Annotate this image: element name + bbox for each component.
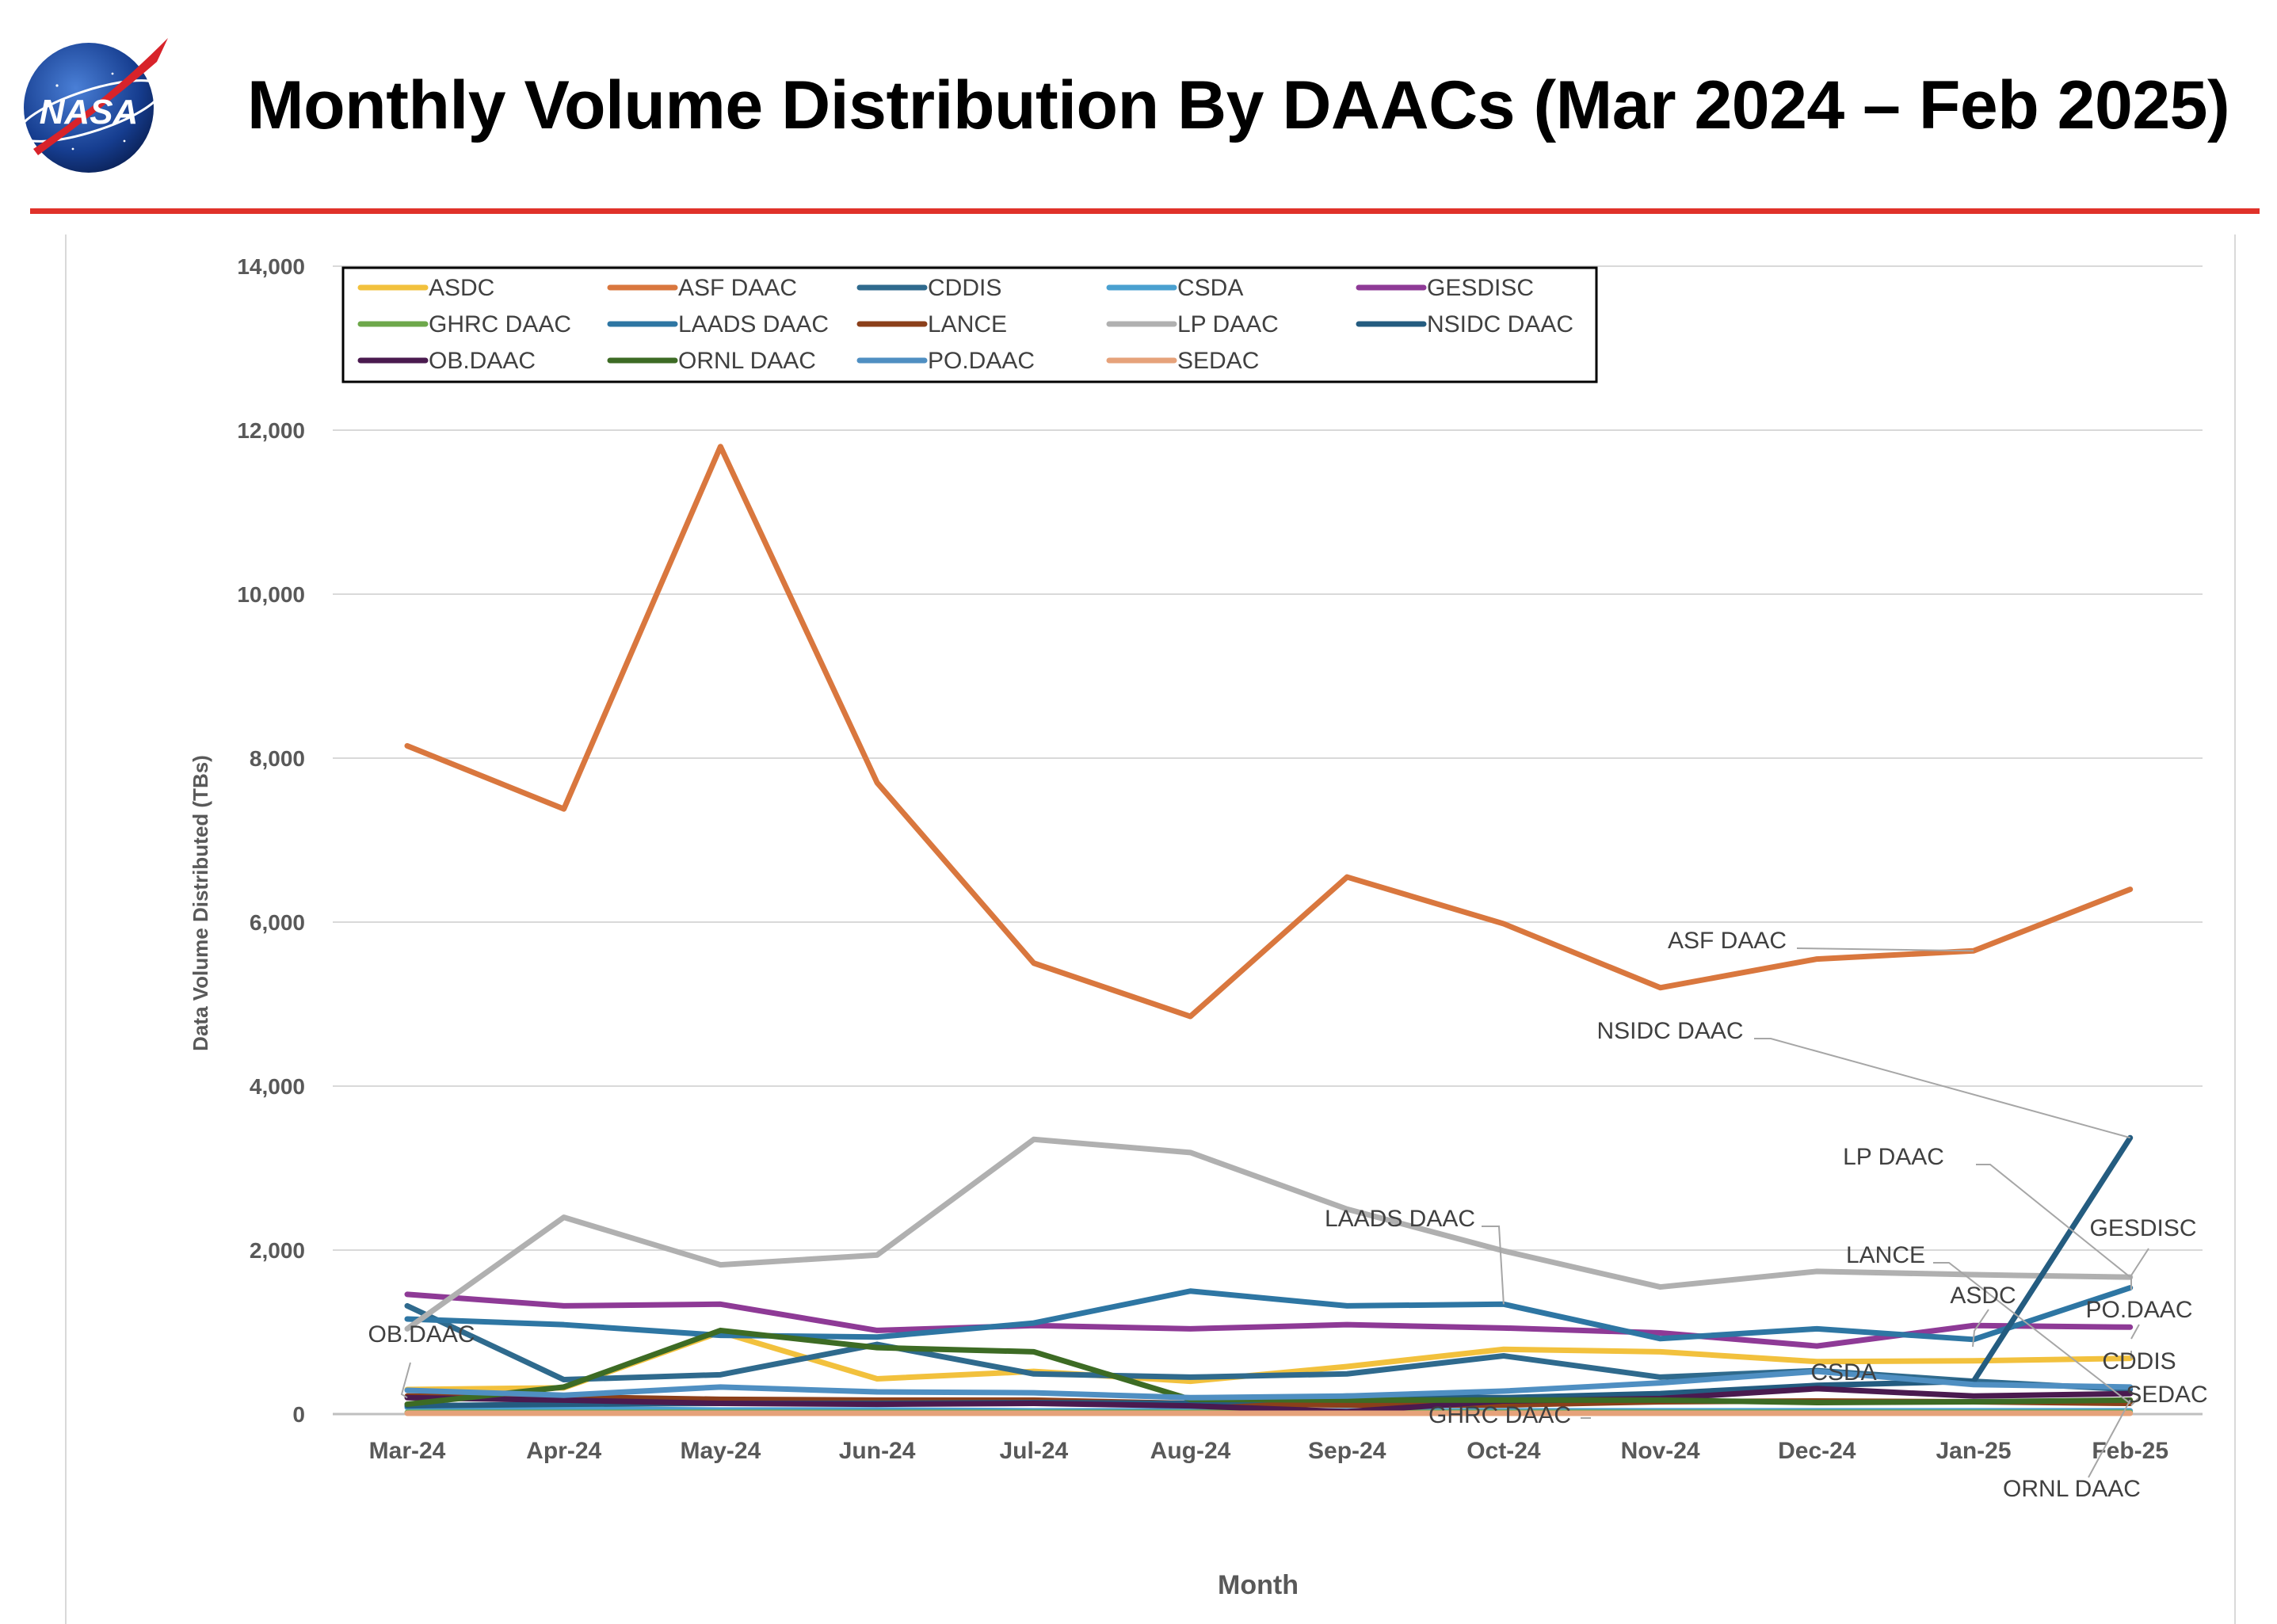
series-line-asf-daac (404, 444, 2134, 1020)
series-line-laads-daac (404, 1285, 2134, 1343)
series-line-lp-daac (404, 1136, 2134, 1332)
series-line-ornl-daac (404, 1327, 2134, 1408)
x-tick-label: Oct-24 (1467, 1438, 1541, 1464)
legend-label-lance: LANCE (928, 311, 1007, 337)
annotation-leader-po-daac (2130, 1324, 2140, 1340)
x-tick-label: Jan-25 (1936, 1438, 2011, 1464)
y-tick-labels: 0 2,000 4,000 6,000 8,000 10,000 12,000 14,000 (237, 254, 305, 1427)
annotations: ASF DAAC NSIDC DAAC LP DAAC LAADS DAAC GESDI… (368, 928, 2207, 1502)
annotation-leader-ornl-daac (2088, 1399, 2131, 1478)
y-tick-label: 2,000 (250, 1238, 305, 1263)
annotation-leader-laads-daac (1482, 1226, 1505, 1305)
series-line-po-daac (404, 1368, 2134, 1401)
x-tick-label: Dec-24 (1778, 1438, 1856, 1464)
legend-label-po-daac: PO.DAAC (928, 348, 1035, 374)
y-tick-label: 0 (292, 1402, 305, 1427)
y-tick-label: 12,000 (237, 418, 305, 443)
annotation-leader-asdc (1972, 1309, 1989, 1348)
x-tick-label: Jul-24 (999, 1438, 1068, 1464)
annotation-asdc: ASDC (1950, 1283, 2016, 1309)
legend-label-asdc: ASDC (429, 275, 494, 301)
annotation-leader-sedac (2130, 1397, 2140, 1406)
legend: ASDC ASF DAAC CDDIS CSDA GESDISC GHRC DAAC LAA… (341, 266, 1598, 383)
page-title: Monthly Volume Distribution By DAACs (Ma… (247, 67, 2230, 143)
x-tick-label: Mar-24 (369, 1438, 446, 1464)
y-tick-label: 4,000 (250, 1074, 305, 1099)
legend-label-csda: CSDA (1177, 275, 1243, 301)
annotation-lp-daac: LP DAAC (1843, 1144, 1944, 1170)
annotation-leader-gesdisc (2130, 1248, 2149, 1290)
x-tick-label: May-24 (681, 1438, 761, 1464)
legend-label-nsidc-daac: NSIDC DAAC (1427, 311, 1573, 337)
annotation-leader-ob-daac (400, 1362, 411, 1399)
legend-label-ob-daac: OB.DAAC (429, 348, 536, 374)
x-tick-label: Feb-25 (2092, 1438, 2168, 1464)
annotation-cddis: CDDIS (2102, 1348, 2176, 1374)
annotation-asf-daac: ASF DAAC (1668, 928, 1787, 954)
x-tick-label: Nov-24 (1621, 1438, 1700, 1464)
nasa-logo-text: NASA (40, 93, 139, 132)
x-axis-label: Month (1218, 1570, 1299, 1600)
frame-right-border (2234, 234, 2236, 1624)
legend-label-asf-daac: ASF DAAC (678, 275, 797, 301)
annotation-leader-lp-daac (1976, 1164, 2131, 1278)
annotation-nsidc-daac: NSIDC DAAC (1596, 1018, 1743, 1044)
annotation-gesdisc: GESDISC (2089, 1215, 2196, 1241)
y-tick-label: 6,000 (250, 910, 305, 935)
title-rule (30, 208, 2260, 214)
x-tick-label: Jun-24 (839, 1438, 916, 1464)
x-tick-labels: Mar-24 Apr-24 May-24 Jun-24 Jul-24 Aug-24 Sep-… (369, 1438, 2168, 1464)
x-tick-label: Apr-24 (526, 1438, 601, 1464)
legend-label-sedac: SEDAC (1177, 348, 1259, 374)
series-line-gesdisc (404, 1291, 2134, 1349)
annotation-leader-asf-daac (1796, 947, 1974, 952)
legend-label-laads-daac: LAADS DAAC (678, 311, 829, 337)
series-line-ob-daac (404, 1386, 2134, 1415)
annotation-leader-nsidc-daac (1754, 1038, 2130, 1139)
legend-label-lp-daac: LP DAAC (1177, 311, 1279, 337)
annotation-po-daac: PO.DAAC (2085, 1297, 2192, 1323)
y-tick-label: 10,000 (237, 582, 305, 607)
legend-label-cddis: CDDIS (928, 275, 1001, 301)
y-tick-label: 8,000 (250, 746, 305, 771)
nasa-logo: NASA (17, 38, 168, 173)
annotation-ornl-daac: ORNL DAAC (2003, 1476, 2141, 1502)
annotation-sedac: SEDAC (2126, 1382, 2207, 1408)
y-tick-label: 14,000 (237, 254, 305, 279)
annotation-leader-lance (1933, 1262, 2131, 1405)
legend-label-ghrc-daac: GHRC DAAC (429, 311, 571, 337)
x-tick-label: Sep-24 (1308, 1438, 1386, 1464)
annotation-lance: LANCE (1846, 1242, 1925, 1268)
annotation-ob-daac: OB.DAAC (368, 1321, 475, 1348)
series-lines (404, 444, 2134, 1416)
y-axis-label: Data Volume Distributed (TBs) (189, 755, 212, 1051)
annotation-csda: CSDA (1810, 1359, 1876, 1386)
frame-left-border (65, 234, 67, 1624)
annotation-laads-daac: LAADS DAAC (1325, 1206, 1475, 1232)
x-tick-label: Aug-24 (1150, 1438, 1231, 1464)
legend-label-gesdisc: GESDISC (1427, 275, 1534, 301)
annotation-ghrc-daac: GHRC DAAC (1428, 1402, 1571, 1428)
legend-label-ornl-daac: ORNL DAAC (678, 348, 816, 374)
